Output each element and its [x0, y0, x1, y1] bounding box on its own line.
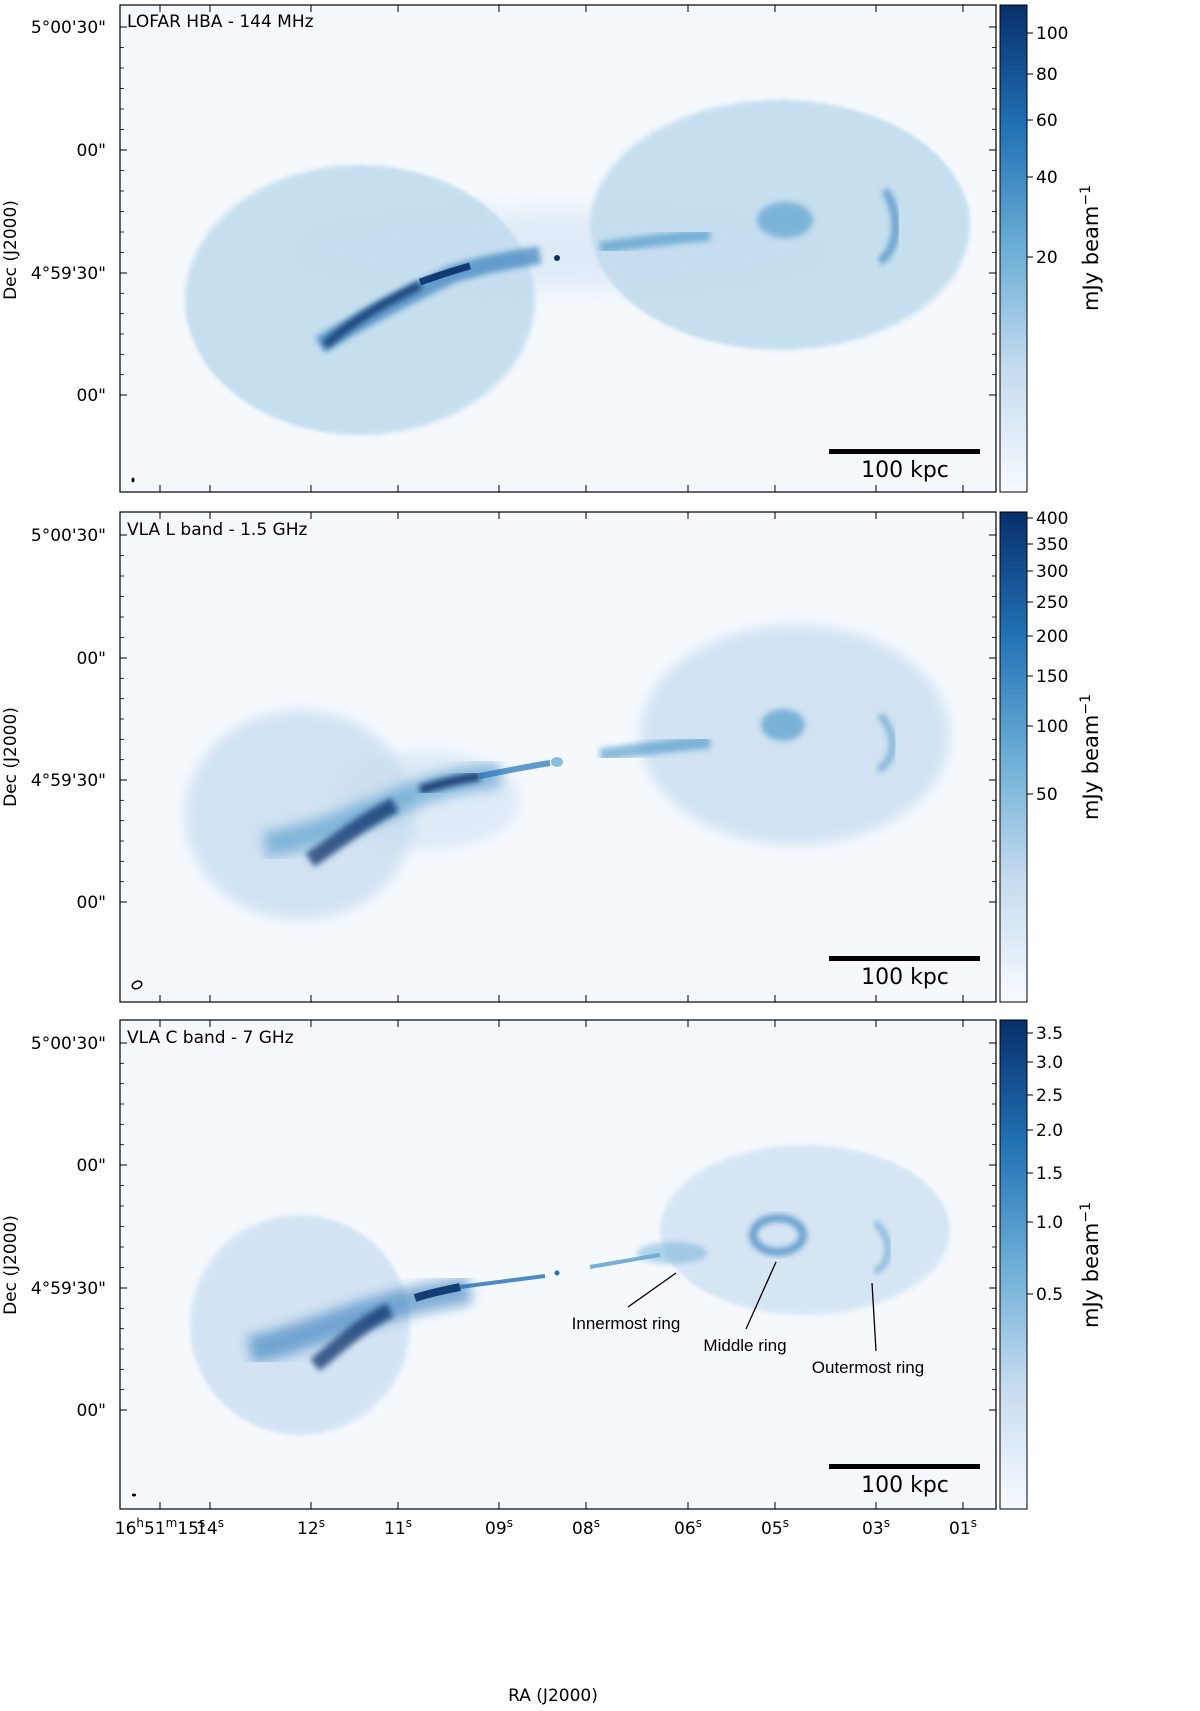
- colorbar-tick-label: 60: [1036, 111, 1058, 131]
- colorbar: [999, 4, 1028, 493]
- ra-tick-label: 11s: [384, 1516, 412, 1539]
- innermost-ring-label: Innermost ring: [572, 1314, 681, 1333]
- innermost-ring-pointer: [627, 1272, 677, 1308]
- dec-tick-label: 00": [77, 649, 106, 669]
- colorbar: [999, 511, 1028, 1003]
- panel-lofar: LOFAR HBA - 144 MHz 100 kpc 10080604020 …: [1, 4, 1103, 493]
- outermost-ring-label: Outermost ring: [812, 1358, 924, 1377]
- colorbar-ticks: 3.5 3.0 2.5 2.0 1.5 1.0 0.5: [1027, 1024, 1063, 1305]
- dec-tick-label: 00": [77, 1401, 106, 1421]
- colorbar-ticks: 400 350 300 250 200 150 100 50: [1027, 509, 1068, 805]
- axis-ticks: 5°00'30" 00" 4°59'30" 00": [31, 5, 996, 492]
- colorbar: [999, 1019, 1028, 1510]
- middle-ring-label: Middle ring: [703, 1336, 786, 1355]
- ra-tick-label: 06s: [674, 1516, 702, 1539]
- colorbar-tick-label: 2.5: [1036, 1086, 1063, 1106]
- colorbar-label: mJy beam−1: [1078, 1202, 1103, 1328]
- beam-ellipse: [131, 980, 143, 990]
- dec-tick-label: 5°00'30": [31, 1034, 106, 1054]
- ra-tick-label: 14s: [196, 1516, 224, 1539]
- vla-c-emission: [190, 1145, 950, 1435]
- colorbar-tick-label: 80: [1036, 65, 1058, 85]
- colorbar-tick-label: 3.0: [1036, 1053, 1063, 1073]
- panel-vla-l: VLA L band - 1.5 GHz 100 kpc 400 350 300 25…: [1, 509, 1103, 1003]
- colorbar-label: mJy beam−1: [1078, 185, 1103, 311]
- vla-l-emission: [185, 625, 950, 920]
- colorbar-tick-label: 3.5: [1036, 1024, 1063, 1044]
- beam-ellipse: [131, 477, 135, 483]
- ra-tick-label: 03s: [862, 1516, 890, 1539]
- scale-bar-label: 100 kpc: [861, 965, 949, 990]
- colorbar-tick-label: 150: [1036, 667, 1068, 687]
- ra-tick-label: 09s: [485, 1516, 513, 1539]
- axis-ticks: 5°00'30" 00" 4°59'30" 00": [31, 1020, 996, 1509]
- ra-tick-label: 12s: [297, 1516, 325, 1539]
- colorbar-label: mJy beam−1: [1078, 694, 1103, 820]
- colorbar-tick-label: 100: [1036, 24, 1068, 44]
- scale-bar-label: 100 kpc: [861, 458, 949, 483]
- colorbar-tick-label: 50: [1036, 785, 1058, 805]
- panel-title: VLA L band - 1.5 GHz: [127, 520, 308, 540]
- scale-bar: [829, 449, 980, 454]
- colorbar-tick-label: 250: [1036, 593, 1068, 613]
- colorbar-tick-label: 400: [1036, 509, 1068, 529]
- panel-title: VLA C band - 7 GHz: [127, 1028, 294, 1048]
- middle-ring-pointer: [745, 1261, 777, 1330]
- colorbar-tick-label: 100: [1036, 717, 1068, 737]
- ra-tick-label: 08s: [572, 1516, 600, 1539]
- beam-ellipse: [132, 1493, 136, 1497]
- dec-tick-label: 5°00'30": [31, 526, 106, 546]
- dec-tick-label: 00": [77, 386, 106, 406]
- scale-bar: [829, 1464, 980, 1469]
- dec-tick-label: 00": [77, 893, 106, 913]
- y-axis-label: Dec (J2000): [1, 200, 21, 300]
- axis-ticks: 5°00'30" 00" 4°59'30" 00": [31, 512, 996, 1002]
- lofar-emission: [185, 100, 970, 435]
- scale-bar-label: 100 kpc: [861, 1473, 949, 1498]
- colorbar-tick-label: 40: [1036, 168, 1058, 188]
- ra-tick-label: 16h51m15s: [115, 1516, 206, 1539]
- dec-tick-label: 4°59'30": [31, 1279, 106, 1299]
- colorbar-tick-label: 1.5: [1036, 1164, 1063, 1184]
- colorbar-tick-label: 1.0: [1036, 1213, 1063, 1233]
- dec-tick-label: 4°59'30": [31, 771, 106, 791]
- colorbar-tick-label: 20: [1036, 248, 1058, 268]
- colorbar-ticks: 100 80 60 40 20: [1027, 24, 1068, 268]
- colorbar-tick-label: 350: [1036, 535, 1068, 555]
- panel-title: LOFAR HBA - 144 MHz: [127, 12, 314, 32]
- outermost-ring-pointer: [871, 1282, 877, 1352]
- dec-tick-label: 5°00'30": [31, 18, 106, 38]
- ra-tick-label: 05s: [761, 1516, 789, 1539]
- dec-tick-label: 4°59'30": [31, 264, 106, 284]
- colorbar-tick-label: 0.5: [1036, 1285, 1063, 1305]
- y-axis-label: Dec (J2000): [1, 707, 21, 807]
- dec-tick-label: 00": [77, 141, 106, 161]
- colorbar-tick-label: 2.0: [1036, 1121, 1063, 1141]
- y-axis-label: Dec (J2000): [1, 1215, 21, 1315]
- panel-vla-c: VLA C band - 7 GHz Innermost ring Middle…: [1, 1019, 1103, 1510]
- ra-tick-label: 01s: [949, 1516, 977, 1539]
- x-axis-label: RA (J2000): [508, 1686, 598, 1706]
- scale-bar: [829, 956, 980, 961]
- colorbar-tick-label: 300: [1036, 562, 1068, 582]
- dec-tick-label: 00": [77, 1156, 106, 1176]
- colorbar-tick-label: 200: [1036, 627, 1068, 647]
